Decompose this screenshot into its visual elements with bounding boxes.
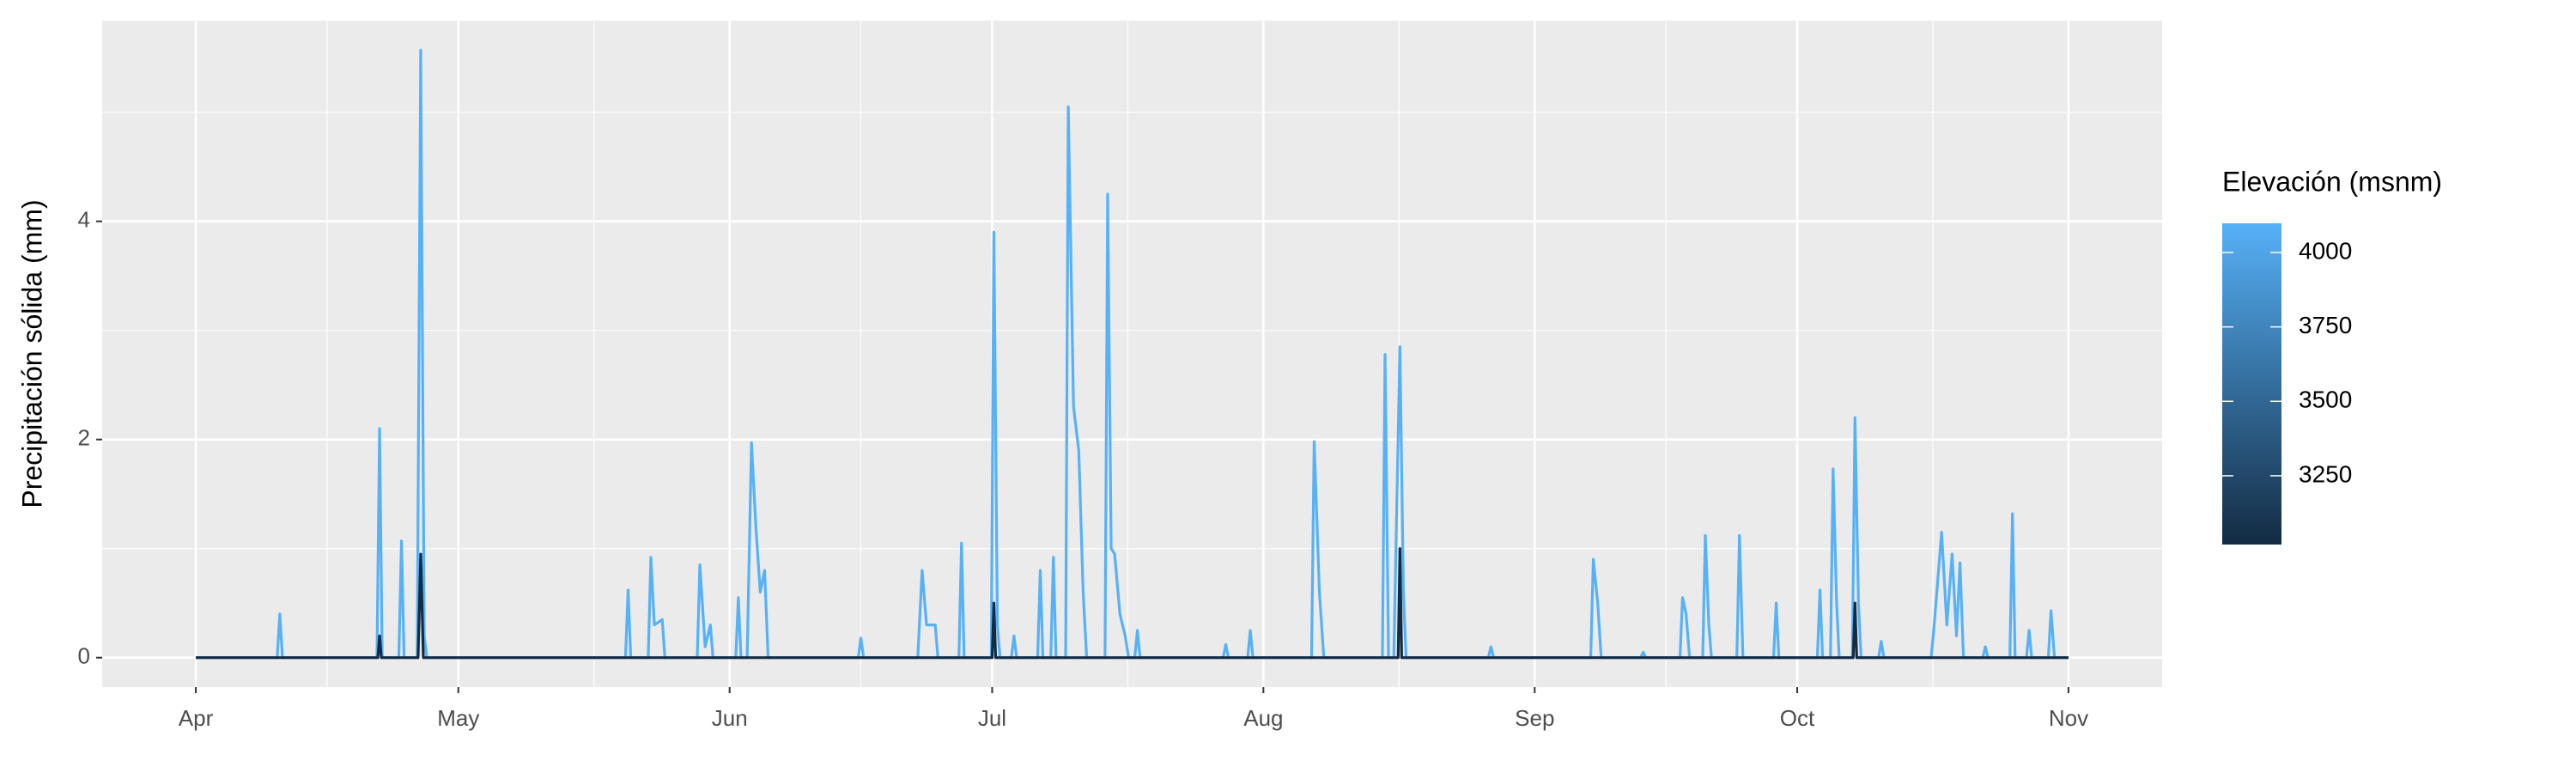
colorbar-label: 3750 [2299, 312, 2352, 338]
y-tick-label: 4 [78, 207, 90, 233]
y-axis-title: Precipitación sólida (mm) [16, 199, 47, 508]
x-tick-label: Sep [1515, 705, 1554, 731]
series-line [196, 547, 2069, 660]
colorbar-label: 3250 [2299, 460, 2352, 487]
x-tick-label: Jun [712, 705, 748, 731]
colorbar-label: 3500 [2299, 386, 2352, 413]
x-tick-label: Apr [179, 705, 214, 731]
x-tick-label: Oct [1780, 705, 1815, 731]
x-tick-label: May [437, 705, 479, 731]
x-tick-label: Jul [978, 705, 1006, 731]
legend-title: Elevación (msnm) [2222, 166, 2442, 197]
colorbar [2222, 223, 2281, 545]
colorbar-label: 4000 [2299, 237, 2352, 264]
x-tick-label: Aug [1243, 705, 1283, 731]
y-tick-label: 2 [78, 425, 90, 451]
x-tick-label: Nov [2049, 705, 2088, 731]
panel [102, 21, 2162, 687]
y-tick-label: 0 [78, 643, 90, 669]
